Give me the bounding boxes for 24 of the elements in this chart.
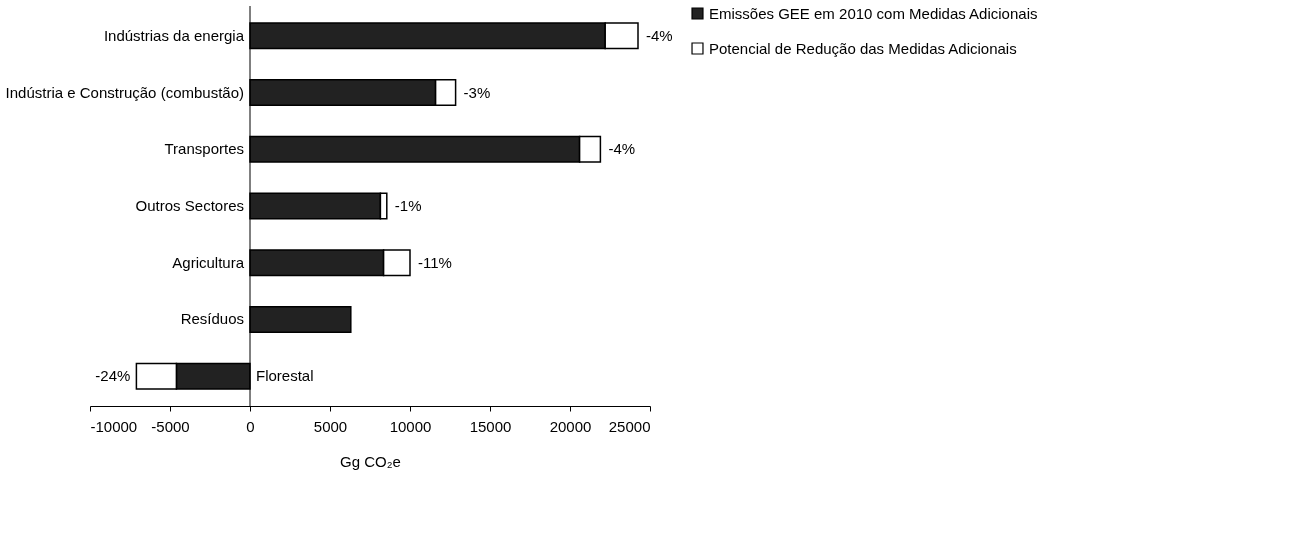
x-tick-label: 5000 <box>313 417 348 435</box>
y-tick-label: Agricultura <box>172 253 245 271</box>
annotation: -4% <box>608 140 636 158</box>
y-tick-label: Indústria e Construção (combustão) <box>5 83 244 101</box>
x-tick-label: 25000 <box>608 417 651 435</box>
x-tick-label: -5000 <box>151 417 190 435</box>
annotation: -3% <box>463 83 491 101</box>
annotation: -4% <box>646 26 673 44</box>
y-tick-label: Florestal <box>256 367 314 385</box>
y-tick-label: Indústrias da energia <box>103 26 245 44</box>
x-tick-label: 10000 <box>389 417 432 435</box>
y-tick-label: Outros Sectores <box>135 197 244 214</box>
x-tick-label: 15000 <box>469 417 512 435</box>
x-tick-label: 20000 <box>549 417 592 435</box>
legend-label: Potencial de Redução das Medidas Adicionais <box>709 39 1017 57</box>
x-axis-title: Gg CO₂e <box>340 452 401 470</box>
annotation: -11% <box>418 253 452 271</box>
annotation: -1% <box>394 197 422 214</box>
y-tick-label: Transportes <box>164 140 244 158</box>
annotation: -24% <box>95 367 131 385</box>
legend-label: Emissões GEE em 2010 com Medidas Adicionais <box>709 4 1038 22</box>
x-tick-label: -10000 <box>90 417 138 435</box>
x-tick-label: 0 <box>246 417 255 435</box>
y-tick-label: Resíduos <box>180 310 244 328</box>
